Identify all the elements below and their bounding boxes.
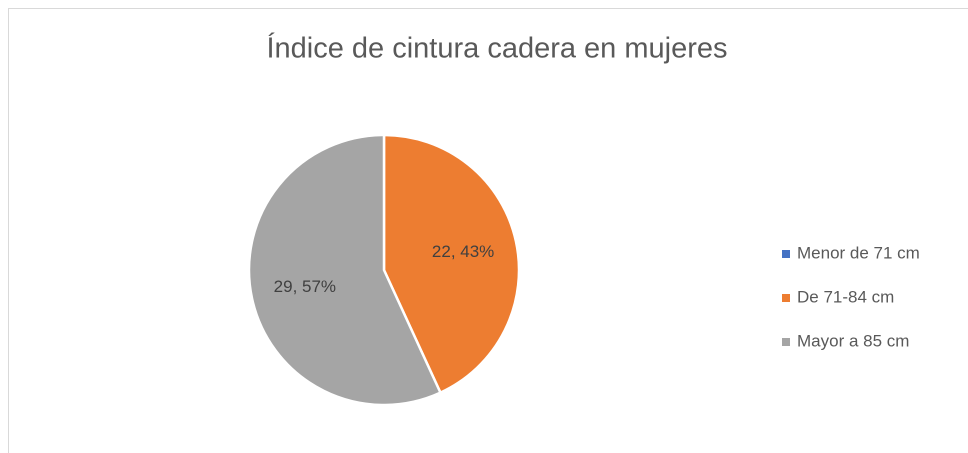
legend-swatch — [782, 294, 790, 302]
data-label: 22, 43% — [432, 242, 494, 261]
legend-label: Mayor a 85 cm — [797, 331, 909, 350]
data-label: 29, 57% — [274, 277, 336, 296]
pie-slice — [247, 133, 443, 407]
legend-swatch — [782, 250, 790, 258]
legend-label: De 71-84 cm — [797, 287, 894, 306]
chart-title: Índice de cintura cadera en mujeres — [266, 32, 727, 65]
legend-label: Menor de 71 cm — [797, 243, 920, 262]
pie-slice — [382, 133, 521, 395]
legend-swatch — [782, 338, 790, 346]
